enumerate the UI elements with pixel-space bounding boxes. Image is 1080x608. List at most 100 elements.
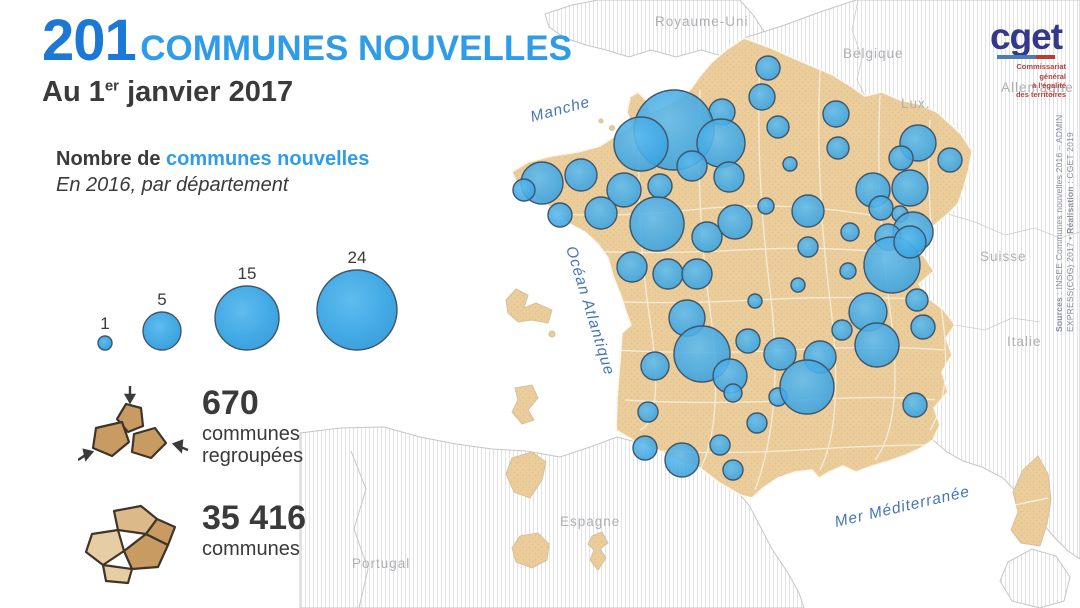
commune-bubble <box>839 262 857 280</box>
stat-text: 35 416 communes <box>196 501 306 560</box>
stat-text: 670 communes regroupées <box>196 386 303 467</box>
commune-bubble <box>616 251 648 283</box>
commune-bubble <box>826 136 850 160</box>
commune-bubble <box>717 204 753 240</box>
map-label: Belgique <box>843 46 904 61</box>
commune-bubble <box>722 459 744 481</box>
commune-bubble <box>647 173 673 199</box>
stat-caption: communes <box>202 538 300 560</box>
commune-bubble <box>766 115 790 139</box>
legend-block: Nombre de communes nouvelles En 2016, pa… <box>56 148 416 197</box>
cget-logo-bar <box>997 55 1055 60</box>
commune-bubble <box>664 442 700 478</box>
map-label: Mer Méditerranée <box>833 483 972 531</box>
map-label: Suisse <box>980 249 1027 264</box>
commune-bubble <box>691 221 723 253</box>
legend-heading: Nombre de communes nouvelles <box>56 148 370 170</box>
credits-text: Sources : INSEE Communes nouvelles 2016 … <box>1054 114 1076 332</box>
europe-inner-borders <box>851 0 1080 331</box>
stat-value: 670 <box>202 384 259 422</box>
cget-logo-wordmark: cget <box>989 16 1063 57</box>
guadeloupe-shape <box>505 288 553 324</box>
commune-bubble <box>854 322 900 368</box>
stat-communes-total: 35 416 communes <box>78 501 306 592</box>
commune-bubble <box>584 196 618 230</box>
commune-bubble <box>681 258 713 290</box>
stat-caption: communes regroupées <box>202 423 304 467</box>
martinique-shape <box>511 384 539 425</box>
commune-bubble <box>652 258 684 290</box>
commune-bubble <box>763 337 797 371</box>
legend-subtitle: En 2016, par département <box>56 174 289 196</box>
title-number: 201 <box>42 8 137 73</box>
commune-bubble <box>640 351 670 381</box>
commune-bubble <box>893 225 927 259</box>
legend-circle <box>214 285 280 351</box>
legend-circle-value: 15 <box>238 264 257 283</box>
reunion-shape <box>511 532 550 569</box>
commune-bubble <box>747 293 763 309</box>
map-label: Allemagne <box>1001 80 1074 95</box>
title-label: COMMUNES NOUVELLES <box>140 29 572 68</box>
stat-value: 35 416 <box>202 499 306 537</box>
commune-bubble <box>868 195 894 221</box>
commune-bubble <box>547 202 573 228</box>
commune-bubble <box>746 412 768 434</box>
commune-bubble <box>613 116 669 172</box>
commune-bubble <box>755 55 781 81</box>
commune-bubble <box>910 314 936 340</box>
stat-communes-regroupees: 670 communes regroupées <box>77 386 306 487</box>
commune-bubble <box>782 156 798 172</box>
commune-bubble <box>512 178 536 202</box>
communes-cluster-icon <box>78 501 196 592</box>
commune-bubble <box>840 222 860 242</box>
commune-bubble <box>735 328 761 354</box>
commune-bubble <box>676 150 708 182</box>
commune-bubble <box>888 145 914 171</box>
commune-bubbles-layer <box>512 55 963 481</box>
portugal-border <box>350 450 369 608</box>
commune-bubble <box>606 172 642 208</box>
commune-bubble <box>564 158 598 192</box>
commune-bubble <box>937 147 963 173</box>
commune-bubble <box>713 161 745 193</box>
title-date: Au 1er janvier 2017 <box>42 76 294 108</box>
commune-bubble <box>709 434 731 456</box>
map-label: Espagne <box>560 514 620 529</box>
merging-communes-icon <box>77 386 196 487</box>
commune-bubble <box>891 169 929 207</box>
legend-circle-value: 5 <box>157 290 166 309</box>
united-kingdom-shape <box>544 0 769 58</box>
legend-circle-value: 24 <box>348 248 367 267</box>
map-label: Portugal <box>352 556 410 571</box>
commune-bubble <box>637 401 659 423</box>
map-label: Italie <box>1007 334 1042 349</box>
cget-logo-descriptor: Commissariat général à l'égalité des ter… <box>1015 62 1066 100</box>
commune-bubble <box>902 392 928 418</box>
commune-bubble <box>723 383 743 403</box>
commune-bubble <box>632 435 658 461</box>
commune-bubble <box>779 359 835 415</box>
commune-bubble <box>797 236 819 258</box>
legend-circle <box>142 311 182 351</box>
sardinia-shape <box>999 548 1071 608</box>
islands <box>505 118 1052 571</box>
legend-circle <box>316 269 398 351</box>
legend-circle-value: 1 <box>100 314 109 333</box>
commune-bubble <box>905 288 929 312</box>
cget-logo: cget Commissariat général à l'égalité de… <box>976 16 1076 100</box>
stats-block: 670 communes regroupées <box>77 386 306 606</box>
commune-bubble <box>629 196 685 252</box>
legend-circle <box>97 335 113 351</box>
commune-bubble <box>791 194 825 228</box>
title-block: 201 COMMUNES NOUVELLES Au 1er janvier 20… <box>42 12 572 107</box>
guyane-shape <box>505 451 547 499</box>
mayotte-shape <box>587 531 609 571</box>
commune-bubble <box>757 197 775 215</box>
country-labels-layer: Royaume-Uni Belgique Lux. Allemagne Suisse It… <box>352 14 1074 571</box>
commune-bubble <box>748 83 776 111</box>
commune-bubble <box>831 319 853 341</box>
